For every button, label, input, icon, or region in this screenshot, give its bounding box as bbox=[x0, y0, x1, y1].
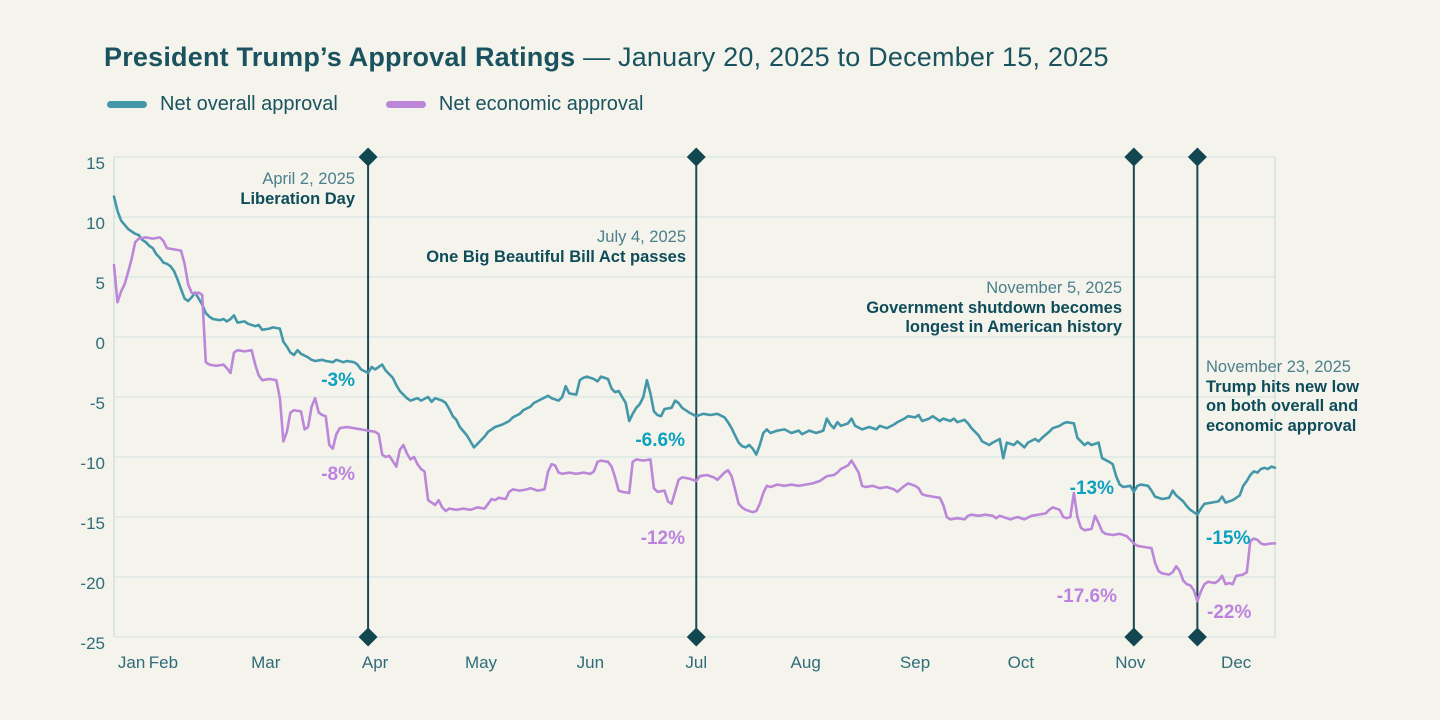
title-date-range: January 20, 2025 to December 15, 2025 bbox=[618, 42, 1109, 72]
y-axis-tick--10: -10 bbox=[80, 454, 105, 473]
x-axis-tick-feb: Feb bbox=[148, 653, 179, 672]
y-axis-tick-5: 5 bbox=[95, 274, 105, 293]
x-axis-tick-apr: Apr bbox=[361, 653, 389, 672]
event-diamond-icon-2-bottom bbox=[1124, 627, 1144, 647]
event-diamond-icon-1-top bbox=[686, 147, 706, 167]
y-axis-tick--5: -5 bbox=[89, 394, 105, 413]
x-axis-tick-oct: Oct bbox=[1007, 653, 1035, 672]
overall-series-swatch-icon bbox=[107, 101, 147, 108]
x-axis-tick-jan: Jan bbox=[117, 653, 146, 672]
x-axis-tick-jun: Jun bbox=[576, 653, 605, 672]
chart-legend: Net overall approval Net economic approv… bbox=[107, 93, 643, 116]
x-axis-tick-nov: Nov bbox=[1115, 653, 1146, 672]
legend-item-overall: Net overall approval bbox=[107, 93, 338, 116]
y-axis-tick--15: -15 bbox=[80, 514, 105, 533]
series-line-economic bbox=[112, 236, 1277, 603]
x-axis-tick-jul: Jul bbox=[685, 653, 708, 672]
y-axis-tick-10: 10 bbox=[86, 214, 105, 233]
event-diamond-icon-0-top bbox=[358, 147, 378, 167]
event-diamond-icon-2-top bbox=[1124, 147, 1144, 167]
x-axis-tick-aug: Aug bbox=[790, 653, 821, 672]
x-axis-tick-dec: Dec bbox=[1221, 653, 1252, 672]
page-title: President Trump’s Approval Ratings — Jan… bbox=[104, 42, 1109, 73]
title-main: President Trump’s Approval Ratings bbox=[104, 42, 576, 72]
event-diamond-icon-0-bottom bbox=[358, 627, 378, 647]
y-axis-tick-15: 15 bbox=[86, 154, 105, 173]
legend-label-overall: Net overall approval bbox=[160, 93, 338, 115]
y-axis-tick-0: 0 bbox=[95, 334, 105, 353]
title-separator: — bbox=[575, 42, 618, 72]
legend-label-economic: Net economic approval bbox=[438, 93, 644, 115]
series-line-overall bbox=[112, 195, 1277, 516]
x-axis-tick-mar: Mar bbox=[251, 653, 281, 672]
event-diamond-icon-3-bottom bbox=[1187, 627, 1207, 647]
economic-series-swatch-icon bbox=[385, 101, 426, 108]
x-axis-tick-sep: Sep bbox=[899, 653, 931, 672]
event-diamond-icon-3-top bbox=[1187, 147, 1207, 167]
y-axis-tick--20: -20 bbox=[80, 574, 105, 593]
x-axis-tick-may: May bbox=[464, 653, 498, 672]
legend-item-economic: Net economic approval bbox=[385, 93, 644, 116]
event-diamond-icon-1-bottom bbox=[686, 627, 706, 647]
y-axis-tick--25: -25 bbox=[80, 634, 105, 653]
